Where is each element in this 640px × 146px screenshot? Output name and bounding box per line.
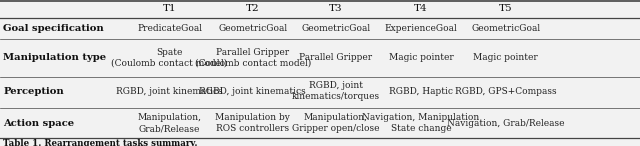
Text: RGBD, joint kinematics: RGBD, joint kinematics bbox=[200, 87, 306, 96]
Text: PredicateGoal: PredicateGoal bbox=[137, 24, 202, 33]
Text: RGBD, Haptic: RGBD, Haptic bbox=[389, 87, 453, 96]
Text: Manipulation,
Grab/Release: Manipulation, Grab/Release bbox=[138, 113, 202, 133]
Text: Perception: Perception bbox=[3, 87, 64, 96]
Text: T1: T1 bbox=[163, 4, 177, 13]
Text: Navigation, Manipulation
State change: Navigation, Manipulation State change bbox=[362, 113, 480, 133]
Text: Magic pointer: Magic pointer bbox=[388, 53, 454, 62]
Text: ExperienceGoal: ExperienceGoal bbox=[385, 24, 458, 33]
Text: T2: T2 bbox=[246, 4, 260, 13]
Text: RGBD, joint
kinematics/torques: RGBD, joint kinematics/torques bbox=[292, 81, 380, 101]
Text: T3: T3 bbox=[329, 4, 343, 13]
Text: Action space: Action space bbox=[3, 119, 74, 128]
Text: Manipulation type: Manipulation type bbox=[3, 53, 106, 62]
Text: Spate
(Coulomb contact model): Spate (Coulomb contact model) bbox=[111, 48, 228, 68]
Text: Navigation, Grab/Release: Navigation, Grab/Release bbox=[447, 119, 564, 128]
Text: Table 1. Rearrangement tasks summary.: Table 1. Rearrangement tasks summary. bbox=[3, 139, 198, 146]
Text: RGBD, GPS+Compass: RGBD, GPS+Compass bbox=[455, 87, 556, 96]
Text: Parallel Gripper
(Coulomb contact model): Parallel Gripper (Coulomb contact model) bbox=[195, 48, 311, 68]
Text: RGBD, joint kinematics: RGBD, joint kinematics bbox=[116, 87, 223, 96]
Text: GeometricGoal: GeometricGoal bbox=[218, 24, 287, 33]
Text: Manipulation by
ROS controllers: Manipulation by ROS controllers bbox=[216, 113, 290, 133]
Text: Parallel Gripper: Parallel Gripper bbox=[300, 53, 372, 62]
Text: Magic pointer: Magic pointer bbox=[473, 53, 538, 62]
Text: GeometricGoal: GeometricGoal bbox=[471, 24, 540, 33]
Text: Manipulation,
Gripper open/close: Manipulation, Gripper open/close bbox=[292, 113, 380, 133]
Text: Goal specification: Goal specification bbox=[3, 24, 104, 33]
Text: T4: T4 bbox=[414, 4, 428, 13]
Text: GeometricGoal: GeometricGoal bbox=[301, 24, 371, 33]
Text: T5: T5 bbox=[499, 4, 513, 13]
